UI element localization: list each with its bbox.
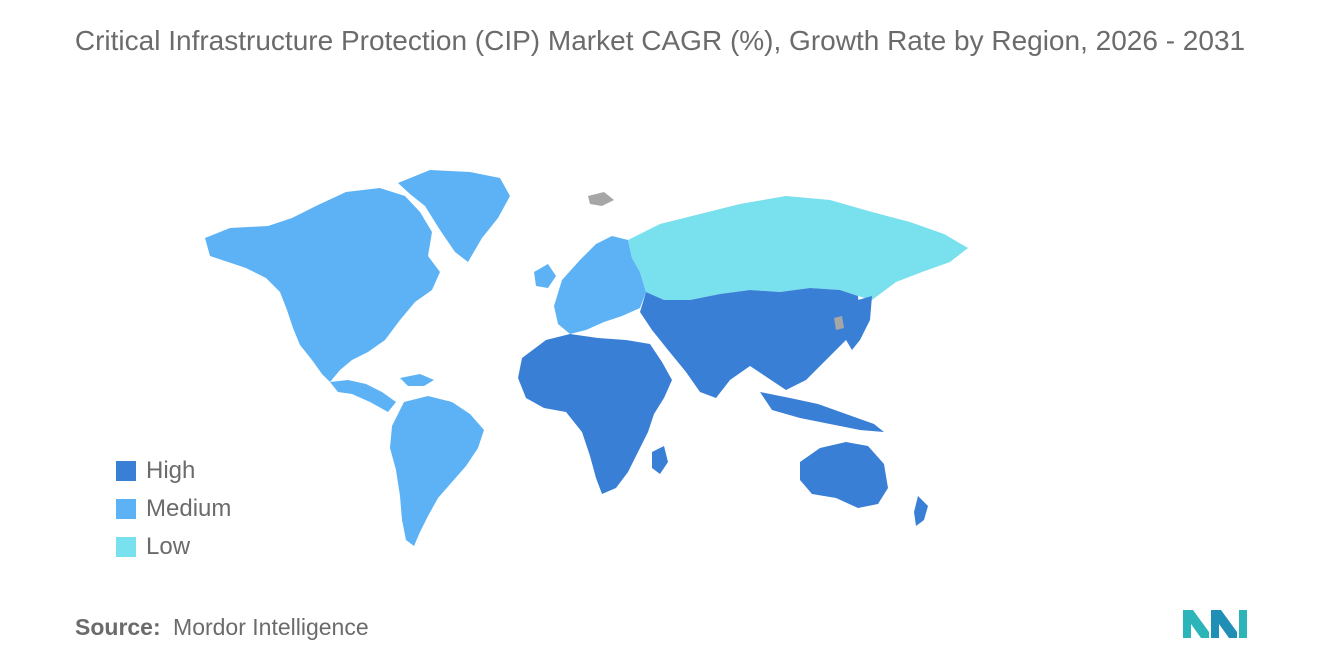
region-middle-east-africa: [518, 334, 672, 494]
legend-swatch-high: [116, 461, 136, 481]
region-no-data: [588, 192, 844, 330]
source-label: Source:: [75, 614, 161, 640]
legend-label-high: High: [146, 457, 196, 484]
source-line: Source: Mordor Intelligence: [75, 614, 369, 641]
mordor-intelligence-logo-icon: [1183, 610, 1247, 638]
legend-item-low: Low: [116, 528, 231, 566]
legend-item-high: High: [116, 452, 231, 490]
region-south-america: [390, 396, 484, 546]
region-russia: [628, 196, 968, 300]
legend-swatch-medium: [116, 499, 136, 519]
map-legend: High Medium Low: [116, 452, 231, 566]
region-asia-pacific: [640, 288, 884, 432]
legend-label-low: Low: [146, 533, 191, 560]
source-text: Mordor Intelligence: [173, 614, 369, 640]
legend-swatch-low: [116, 537, 136, 557]
legend-item-medium: Medium: [116, 490, 231, 528]
region-oceania: [800, 442, 928, 526]
legend-label-medium: Medium: [146, 495, 232, 522]
chart-title: Critical Infrastructure Protection (CIP)…: [74, 25, 1246, 56]
region-europe: [534, 236, 646, 334]
region-north-america: [205, 170, 510, 412]
